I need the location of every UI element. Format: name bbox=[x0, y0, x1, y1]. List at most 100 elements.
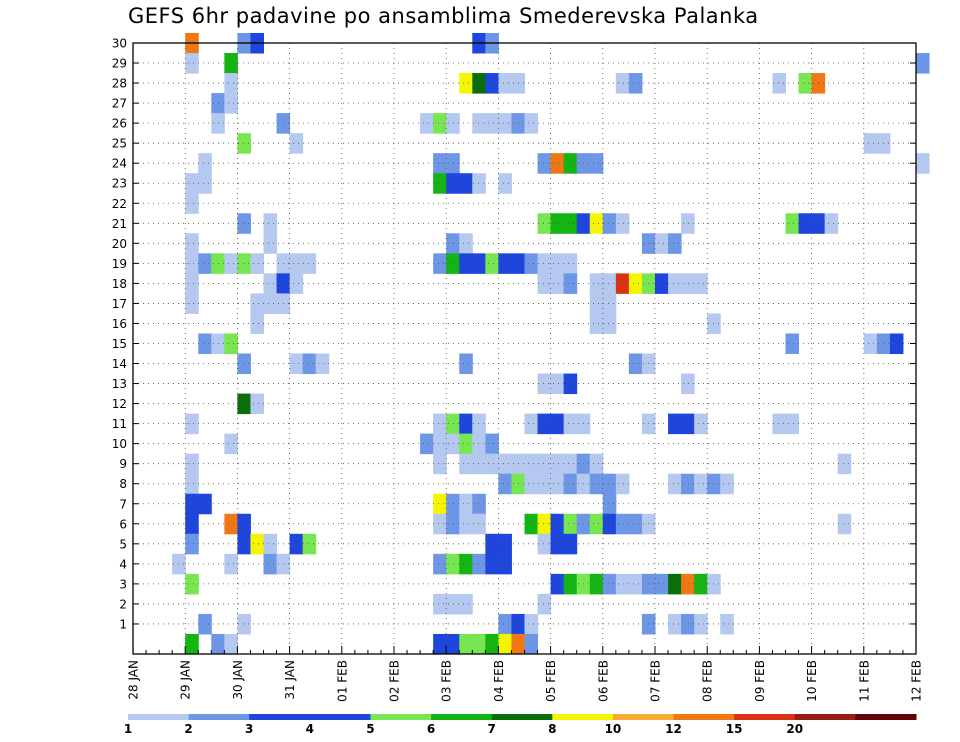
heat-cell bbox=[485, 433, 499, 455]
heat-cell bbox=[563, 453, 578, 475]
heat-cell bbox=[681, 213, 695, 234]
heat-cell bbox=[433, 513, 447, 535]
heat-cell bbox=[185, 633, 199, 655]
heat-cell bbox=[472, 173, 486, 194]
x-tick-label: 30 JAN bbox=[231, 660, 245, 700]
heat-cell bbox=[681, 373, 695, 395]
heat-cell bbox=[498, 453, 512, 475]
heat-cell bbox=[459, 633, 473, 655]
heat-cell bbox=[263, 213, 278, 234]
heat-cell bbox=[263, 273, 278, 294]
heat-cell bbox=[289, 253, 304, 274]
legend-swatch bbox=[128, 714, 190, 720]
heat-cell bbox=[224, 93, 238, 114]
heat-cell bbox=[263, 233, 278, 254]
heat-cell bbox=[537, 373, 552, 395]
heat-cell bbox=[224, 433, 238, 455]
x-tick-label: 01 FEB bbox=[335, 660, 349, 702]
heat-cell bbox=[824, 213, 839, 234]
heat-cell bbox=[485, 113, 499, 134]
y-tick-label: 16 bbox=[112, 317, 127, 331]
heat-cell bbox=[185, 493, 199, 515]
heat-cell bbox=[185, 293, 199, 314]
heat-cell bbox=[785, 213, 800, 234]
heat-cell bbox=[550, 153, 565, 174]
heat-cell bbox=[485, 553, 499, 575]
heat-cell bbox=[433, 413, 447, 435]
heat-cell bbox=[550, 213, 565, 234]
heat-cell bbox=[537, 253, 552, 274]
heat-cell bbox=[433, 113, 447, 134]
heat-cell bbox=[550, 253, 565, 274]
heat-cell bbox=[589, 453, 604, 475]
heat-cell bbox=[420, 113, 434, 134]
legend-label: 15 bbox=[726, 722, 743, 736]
heat-cell bbox=[589, 513, 604, 535]
heat-cell bbox=[459, 453, 473, 475]
heat-cell bbox=[615, 73, 630, 94]
heat-cell bbox=[198, 153, 212, 174]
heat-cell bbox=[485, 633, 499, 655]
legend-label: 1 bbox=[124, 722, 132, 736]
legend-swatch bbox=[794, 714, 856, 720]
heat-cell bbox=[615, 213, 630, 234]
heat-cell bbox=[185, 53, 199, 74]
heat-cell bbox=[224, 73, 238, 94]
legend-swatch bbox=[491, 714, 553, 720]
heat-cell bbox=[615, 273, 630, 294]
heat-cell bbox=[459, 173, 473, 194]
heat-cell bbox=[668, 233, 682, 254]
heat-cell bbox=[224, 53, 238, 74]
legend-swatch bbox=[552, 714, 614, 720]
y-tick-label: 15 bbox=[112, 337, 127, 351]
heat-cell bbox=[446, 153, 460, 174]
heat-cell bbox=[589, 473, 604, 495]
heat-cell bbox=[668, 413, 682, 435]
heat-cell bbox=[550, 453, 565, 475]
heat-cell bbox=[655, 573, 669, 595]
heat-cell bbox=[433, 593, 447, 615]
heat-cell bbox=[459, 593, 473, 615]
y-tick-label: 13 bbox=[112, 377, 127, 391]
legend-label: 8 bbox=[548, 722, 556, 736]
y-tick-label: 21 bbox=[112, 217, 127, 231]
heat-cell bbox=[694, 273, 708, 294]
heat-cell bbox=[537, 533, 552, 555]
heat-cell bbox=[198, 253, 212, 274]
heat-cell bbox=[237, 613, 251, 635]
heat-cell bbox=[524, 453, 539, 475]
x-tick-label: 31 JAN bbox=[283, 660, 297, 700]
y-tick-label: 1 bbox=[119, 617, 127, 631]
heat-cell bbox=[498, 473, 512, 495]
heat-cell bbox=[537, 413, 552, 435]
y-tick-label: 24 bbox=[112, 157, 127, 171]
x-tick-label: 10 FEB bbox=[805, 660, 819, 702]
heat-cell bbox=[472, 253, 486, 274]
heat-cell bbox=[563, 373, 578, 395]
heat-cell bbox=[237, 213, 251, 234]
heat-cell bbox=[537, 513, 552, 535]
heat-cell bbox=[694, 413, 708, 435]
heat-cell bbox=[459, 493, 473, 515]
y-tick-label: 9 bbox=[119, 457, 127, 471]
y-tick-label: 18 bbox=[112, 277, 127, 291]
heat-cell bbox=[302, 253, 317, 274]
heat-cell bbox=[537, 213, 552, 234]
heat-cell bbox=[628, 573, 643, 595]
legend-swatch bbox=[612, 714, 675, 720]
heat-cell bbox=[628, 353, 643, 375]
heat-cell bbox=[681, 273, 695, 294]
heat-cell bbox=[615, 473, 630, 495]
y-tick-label: 25 bbox=[112, 137, 127, 151]
x-tick-label: 08 FEB bbox=[701, 660, 715, 702]
heat-cell bbox=[550, 273, 565, 294]
heat-cell bbox=[185, 253, 199, 274]
x-tick-label: 07 FEB bbox=[649, 660, 663, 702]
heat-cell bbox=[772, 73, 786, 94]
y-tick-label: 10 bbox=[112, 437, 127, 451]
y-tick-label: 11 bbox=[112, 417, 127, 431]
legend-swatch bbox=[734, 714, 796, 720]
heat-cell bbox=[472, 73, 486, 94]
heat-cell bbox=[250, 313, 264, 334]
